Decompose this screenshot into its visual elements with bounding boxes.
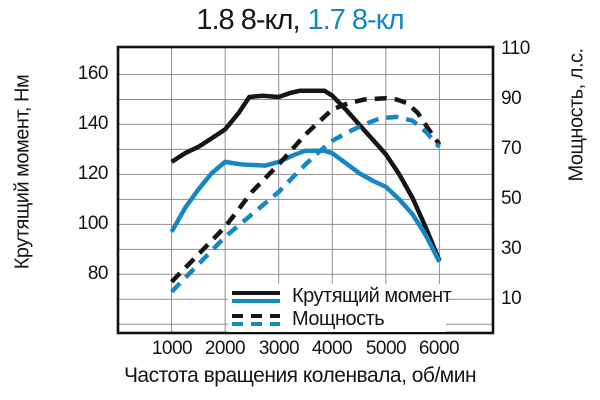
solid-blue-line-icon [232,298,280,303]
solid-black-line-icon [232,290,280,295]
y-left-tick-label: 100 [77,213,109,234]
y-right-tick-label: 90 [501,88,522,109]
dashed-blue-line-icon [232,321,280,326]
x-tick-label: 2000 [204,338,246,359]
series-torque-line [170,88,442,262]
legend: Крутящий момент Мощность [228,284,452,332]
y-right-tick-label: 110 [501,38,530,59]
y-right-tick-label: 70 [501,138,522,159]
y-right-tick-label: 50 [501,188,522,209]
chart-title-engine-17: 1.7 8-кл [307,4,405,36]
y-right-tick-label: 10 [501,288,522,309]
y-left-tick-label: 80 [87,263,109,284]
series-power-line [169,95,442,284]
y-left-tick-label: 160 [77,63,109,84]
plot-border [116,45,495,335]
chart-title-engine-18: 1.8 8-кл, [196,4,300,36]
x-tick-label: 1000 [151,338,193,359]
x-tick-label: 3000 [258,338,300,359]
legend-item-torque: Крутящий момент [232,285,452,307]
x-tick-label: 6000 [418,338,460,359]
y-left-tick-label: 120 [77,163,109,184]
series-torque-line [169,148,442,263]
x-axis-title: Частота вращения коленвала, об/мин [123,364,477,387]
y-left-tick-label: 140 [77,113,109,134]
legend-label-power: Мощность [292,308,385,330]
y-right-tick-label: 30 [501,238,522,259]
torque-line-swatch-icon [232,290,280,303]
series-power-line [169,114,442,294]
x-tick-label: 5000 [365,338,407,359]
legend-item-power: Мощность [232,308,446,330]
chart-title: 1.8 8-кл, 1.7 8-кл [0,4,600,37]
power-line-swatch-icon [232,313,280,326]
legend-label-torque: Крутящий момент [292,285,452,307]
dashed-black-line-icon [232,313,280,318]
x-tick-label: 4000 [311,338,353,359]
